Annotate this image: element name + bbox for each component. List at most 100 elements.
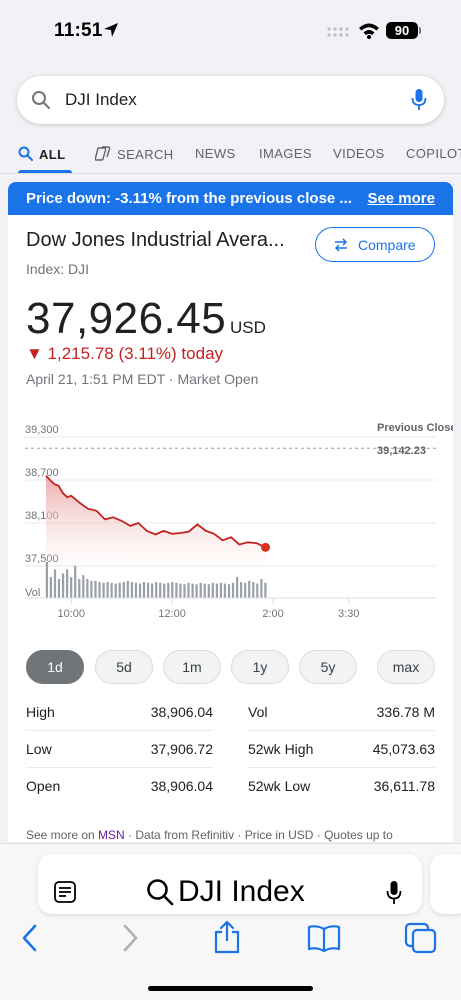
volume-bar (90, 580, 93, 598)
stat-label: 52wk Low (248, 778, 311, 794)
stat-label: Vol (248, 704, 268, 720)
stat-value: 45,073.63 (372, 741, 435, 757)
range-max-button[interactable]: max (377, 650, 435, 684)
x-tick-label: 12:00 (158, 608, 186, 620)
tab-images[interactable]: IMAGES (259, 146, 312, 161)
volume-bar (110, 582, 113, 598)
price-area (46, 475, 266, 566)
search-icon (147, 879, 174, 906)
footnote-suffix: · Data from Refinitiv · Price in USD · Q… (124, 828, 393, 842)
volume-bar (187, 582, 190, 598)
index-name[interactable]: Dow Jones Industrial Avera... (26, 229, 285, 251)
stat-label: Open (26, 778, 61, 794)
volume-bar (211, 582, 214, 598)
previous-close-annotation: Previous Close: 39,142.23 (377, 422, 453, 457)
next-tab-preview[interactable] (430, 854, 461, 914)
price-line (45, 475, 266, 549)
search-query[interactable]: DJI Index (65, 90, 137, 109)
range-5y-button[interactable]: 5y (299, 650, 357, 684)
volume-bar (138, 583, 142, 598)
previous-close-value: 39,142.23 (377, 445, 426, 457)
y-tick-label: 38,700 (25, 467, 59, 479)
tab-search[interactable]: SEARCH (94, 146, 174, 162)
volume-bar (183, 584, 186, 598)
row-divider (248, 730, 435, 731)
see-more-link[interactable]: See more (367, 190, 435, 207)
volume-bar (102, 582, 105, 598)
volume-bar (122, 582, 125, 598)
volume-bar (260, 579, 263, 598)
bookmarks-icon[interactable] (307, 924, 341, 952)
volume-bar (207, 584, 210, 598)
tab-news[interactable]: NEWS (195, 146, 236, 161)
x-tick-label: 2:00 (262, 608, 283, 620)
compare-button[interactable]: Compare (315, 227, 435, 262)
tabs-icon[interactable] (404, 922, 438, 954)
volume-bar (142, 582, 146, 598)
row-divider (26, 767, 213, 768)
volume-bar (191, 583, 194, 598)
range-1d-button[interactable]: 1d (26, 650, 84, 684)
msn-link[interactable]: MSN (98, 828, 125, 842)
forward-arrow-icon[interactable] (120, 924, 140, 952)
volume-bar (155, 582, 158, 598)
stat-label: 52wk High (248, 741, 314, 757)
tab-all[interactable]: ALL (18, 146, 65, 162)
volume-bar (78, 579, 81, 598)
range-1m-button[interactable]: 1m (163, 650, 221, 684)
row-divider (26, 730, 213, 731)
volume-bar (62, 573, 65, 598)
index-ticker: Index: DJI (26, 261, 90, 277)
volume-bar (199, 582, 202, 598)
volume-bar (167, 582, 170, 598)
stat-value: 336.78 M (376, 704, 435, 720)
range-1y-button[interactable]: 1y (231, 650, 289, 684)
stat-label: Low (26, 741, 52, 757)
volume-bar (53, 569, 57, 598)
tab-label: SEARCH (117, 147, 174, 162)
address-bar[interactable]: DJI Index (38, 854, 422, 914)
volume-bar (159, 582, 162, 598)
stat-label: High (26, 704, 55, 720)
volume-bar (49, 577, 52, 598)
data-source-footnote: See more on MSN · Data from Refinitiv · … (26, 828, 393, 842)
share-icon[interactable] (213, 920, 241, 954)
stock-quote-card: Price down: -3.11% from the previous clo… (8, 182, 453, 842)
y-tick-label: 39,300 (25, 424, 59, 436)
volume-bar (227, 584, 231, 598)
volume-bar (118, 582, 121, 598)
active-tab-indicator (18, 170, 72, 173)
tab-label: ALL (39, 147, 66, 162)
address-query[interactable]: DJI Index (178, 875, 305, 908)
search-box[interactable]: DJI Index (17, 76, 444, 124)
back-arrow-icon[interactable] (20, 924, 40, 952)
volume-bar (98, 582, 101, 598)
tab-videos[interactable]: VIDEOS (333, 146, 385, 161)
page-menu-icon[interactable] (54, 881, 76, 903)
volume-bar (70, 577, 73, 598)
volume-label: Vol (25, 587, 40, 599)
home-indicator (148, 986, 313, 991)
volume-bar (163, 583, 166, 598)
volume-bar (252, 582, 255, 598)
stat-value: 38,906.04 (150, 778, 213, 794)
range-5d-button[interactable]: 5d (95, 650, 153, 684)
volume-bar (126, 580, 129, 598)
wifi-icon (359, 23, 379, 39)
x-tick-label: 10:00 (57, 608, 85, 620)
quote-timestamp: April 21, 1:51 PM EDT · Market Open (26, 371, 259, 387)
x-tick-label: 3:30 (338, 608, 359, 620)
microphone-icon[interactable] (386, 880, 402, 906)
banner-text: Price down: -3.11% from the previous clo… (26, 190, 352, 207)
price-currency: USD (230, 318, 266, 337)
volume-bar (175, 582, 178, 598)
microphone-icon[interactable] (411, 88, 427, 112)
search-tabs: ALL SEARCH NEWS IMAGES VIDEOS COPILOT (0, 132, 461, 174)
volume-bar (179, 583, 182, 598)
stats-row: Low 37,906.72 52wk High 45,073.63 (26, 731, 435, 768)
tab-copilot[interactable]: COPILOT (406, 146, 461, 161)
volume-bar (215, 583, 218, 598)
volume-bar (219, 582, 222, 598)
volume-bar (45, 561, 48, 598)
